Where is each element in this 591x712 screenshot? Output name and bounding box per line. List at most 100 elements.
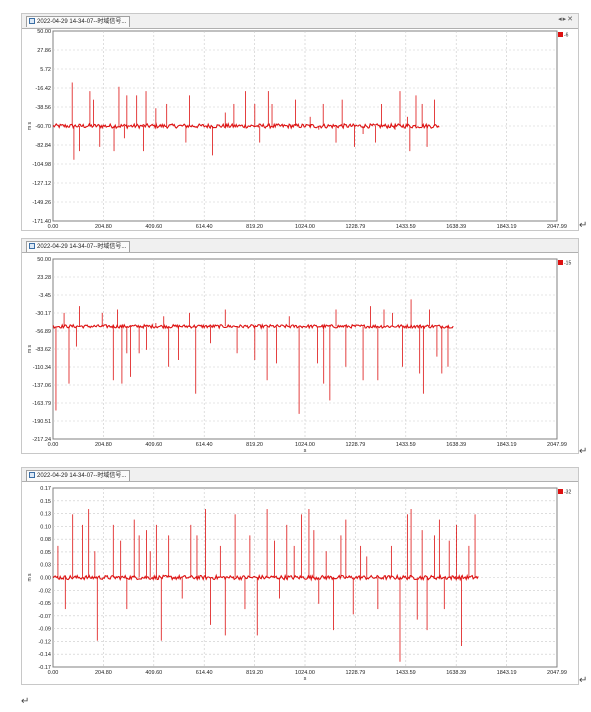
y-tick-label: -3.45 [38, 293, 51, 299]
x-tick-label: 2047.99 [547, 670, 567, 676]
y-tick-label: -0.09 [38, 627, 51, 633]
chart-tab-title: 2022-04-29 14-34-07--时域信号... [37, 19, 127, 25]
chart-svg-1: 50.00 27.86 5.72 -16.42 -38.56 -60.70 -82.84 -1… [27, 29, 569, 230]
y-axis-label: m s [27, 573, 33, 582]
chart-tab-icon [29, 472, 35, 478]
y-tick-label: -16.42 [35, 86, 51, 92]
y-tick-label: 0.10 [40, 524, 51, 530]
y-tick-label: -56.89 [35, 329, 51, 335]
x-tick-label: 1024.00 [295, 442, 315, 448]
y-tick-label: -127.12 [32, 181, 51, 187]
legend-label: -6 [564, 33, 569, 39]
series-group: -15 [52, 260, 571, 414]
y-tick-label: -190.51 [32, 419, 51, 425]
x-tick-label: 1024.00 [295, 670, 315, 676]
y-tick-label: 0.05 [40, 550, 51, 556]
y-tick-label: -60.70 [35, 124, 51, 130]
chart-panel-3: 2022-04-29 14-34-07--时域信号... 0.17 0.15 0.1… [21, 467, 579, 685]
chart-svg-2: 50.00 23.28 -3.45 -30.17 -56.89 -83.62 -110.34… [27, 257, 571, 453]
series-line [52, 121, 440, 130]
chart-tab-2[interactable]: 2022-04-29 14-34-07--时域信号... [26, 241, 131, 252]
x-tick-label: 204.80 [95, 670, 112, 676]
y-tick-label: -0.17 [38, 665, 51, 671]
y-tick-label: -149.26 [32, 200, 51, 206]
x-tick-label: 1228.79 [345, 670, 365, 676]
x-tick-label: 1228.79 [345, 442, 365, 448]
y-tick-label: 5.72 [40, 67, 51, 73]
legend-label: -32 [564, 490, 571, 496]
x-tick-label: 819.20 [246, 442, 263, 448]
y-tick-label: -137.06 [32, 383, 51, 389]
x-tick-label: 409.60 [145, 670, 162, 676]
plot-area-2: 50.00 23.28 -3.45 -30.17 -56.89 -83.62 -110.34… [22, 252, 578, 453]
return-mark: ↵ [579, 675, 588, 686]
chart-panel-1: 2022-04-29 14-34-07--时域信号... ◂▸✕ 50.00 27… [21, 13, 579, 231]
chart-tab-title: 2022-04-29 14-34-07--时域信号... [37, 473, 127, 479]
y-tick-label: 27.86 [37, 48, 51, 54]
chart-panel-2: 2022-04-29 14-34-07--时域信号... 50.00 23.28 -… [21, 238, 579, 454]
y-tick-label: 0.03 [40, 563, 51, 569]
y-tick-label: -83.62 [35, 347, 51, 353]
x-tick-label: 819.20 [246, 224, 263, 230]
y-tick-label: 0.00 [40, 576, 51, 582]
y-tick-label: 0.15 [40, 499, 51, 505]
y-tick-label: -171.40 [32, 219, 51, 225]
x-tick-label: 614.40 [196, 224, 213, 230]
x-tick-label: 2047.99 [547, 224, 567, 230]
y-tick-label: -30.17 [35, 311, 51, 317]
x-tick-label: 409.60 [145, 442, 162, 448]
y-tick-label: -0.14 [38, 652, 51, 658]
series-group: -32 [52, 489, 571, 662]
series-group: -6 [52, 32, 569, 160]
series-line [52, 573, 479, 582]
y-tick-label: -38.56 [35, 105, 51, 111]
series-line [52, 323, 454, 330]
x-axis-label: s [304, 676, 307, 682]
x-tick-label: 1638.39 [446, 670, 466, 676]
legend-label: -15 [564, 261, 571, 267]
y-tick-label: -110.34 [33, 365, 51, 371]
x-tick-label: 1433.59 [396, 670, 416, 676]
tab-nav-arrows[interactable]: ◂▸✕ [558, 16, 574, 23]
y-axis-label: m s [27, 344, 33, 353]
legend-swatch [558, 489, 563, 494]
x-tick-label: 1433.59 [396, 224, 416, 230]
x-tick-label: 2047.99 [547, 442, 567, 448]
y-tick-label: 0.17 [40, 486, 51, 492]
y-tick-label: -163.79 [32, 401, 51, 407]
y-tick-label: 50.00 [37, 29, 51, 35]
chart-tab-1[interactable]: 2022-04-29 14-34-07--时域信号... [26, 16, 131, 27]
y-tick-label: 0.08 [40, 537, 51, 543]
x-tick-label: 1843.19 [497, 670, 517, 676]
y-tick-label: -217.24 [32, 437, 51, 443]
y-axis-label: m s [27, 121, 33, 130]
x-tick-label: 0.00 [48, 224, 59, 230]
x-tick-label: 1843.19 [497, 224, 517, 230]
legend-swatch [558, 260, 563, 265]
legend-swatch [558, 32, 563, 37]
y-tick-label: 0.13 [40, 512, 51, 518]
x-tick-label: 1638.39 [446, 224, 466, 230]
chart-tab-3[interactable]: 2022-04-29 14-34-07--时域信号... [26, 470, 131, 481]
x-tick-label: 0.00 [48, 670, 59, 676]
x-tick-label: 1024.00 [295, 224, 315, 230]
return-mark: ↵ [579, 220, 588, 231]
return-mark: ↵ [579, 446, 588, 457]
y-tick-label: -0.02 [38, 588, 51, 594]
plot-area-1: 50.00 27.86 5.72 -16.42 -38.56 -60.70 -82.84 -1… [22, 28, 578, 230]
y-tick-label: -82.84 [35, 143, 51, 149]
y-tick-label: 50.00 [37, 257, 51, 263]
x-axis-label: s [304, 448, 307, 453]
x-tick-label: 1228.79 [345, 224, 365, 230]
x-tick-label: 0.00 [48, 442, 59, 448]
chart-tab-title: 2022-04-29 14-34-07--时域信号... [37, 244, 127, 250]
y-tick-label: -104.98 [32, 162, 51, 168]
x-tick-label: 614.40 [196, 442, 213, 448]
plot-area-3: 0.17 0.15 0.13 0.10 0.08 0.05 0.03 0.00 -0.02 -0.… [22, 481, 578, 684]
chart-svg-3: 0.17 0.15 0.13 0.10 0.08 0.05 0.03 0.00 -0.02 -0.… [27, 486, 571, 682]
x-tick-label: 1638.39 [446, 442, 466, 448]
x-tick-label: 1433.59 [396, 442, 416, 448]
y-tick-label: 23.28 [37, 275, 51, 281]
x-tick-label: 614.40 [196, 670, 213, 676]
x-tick-label: 204.80 [95, 224, 112, 230]
